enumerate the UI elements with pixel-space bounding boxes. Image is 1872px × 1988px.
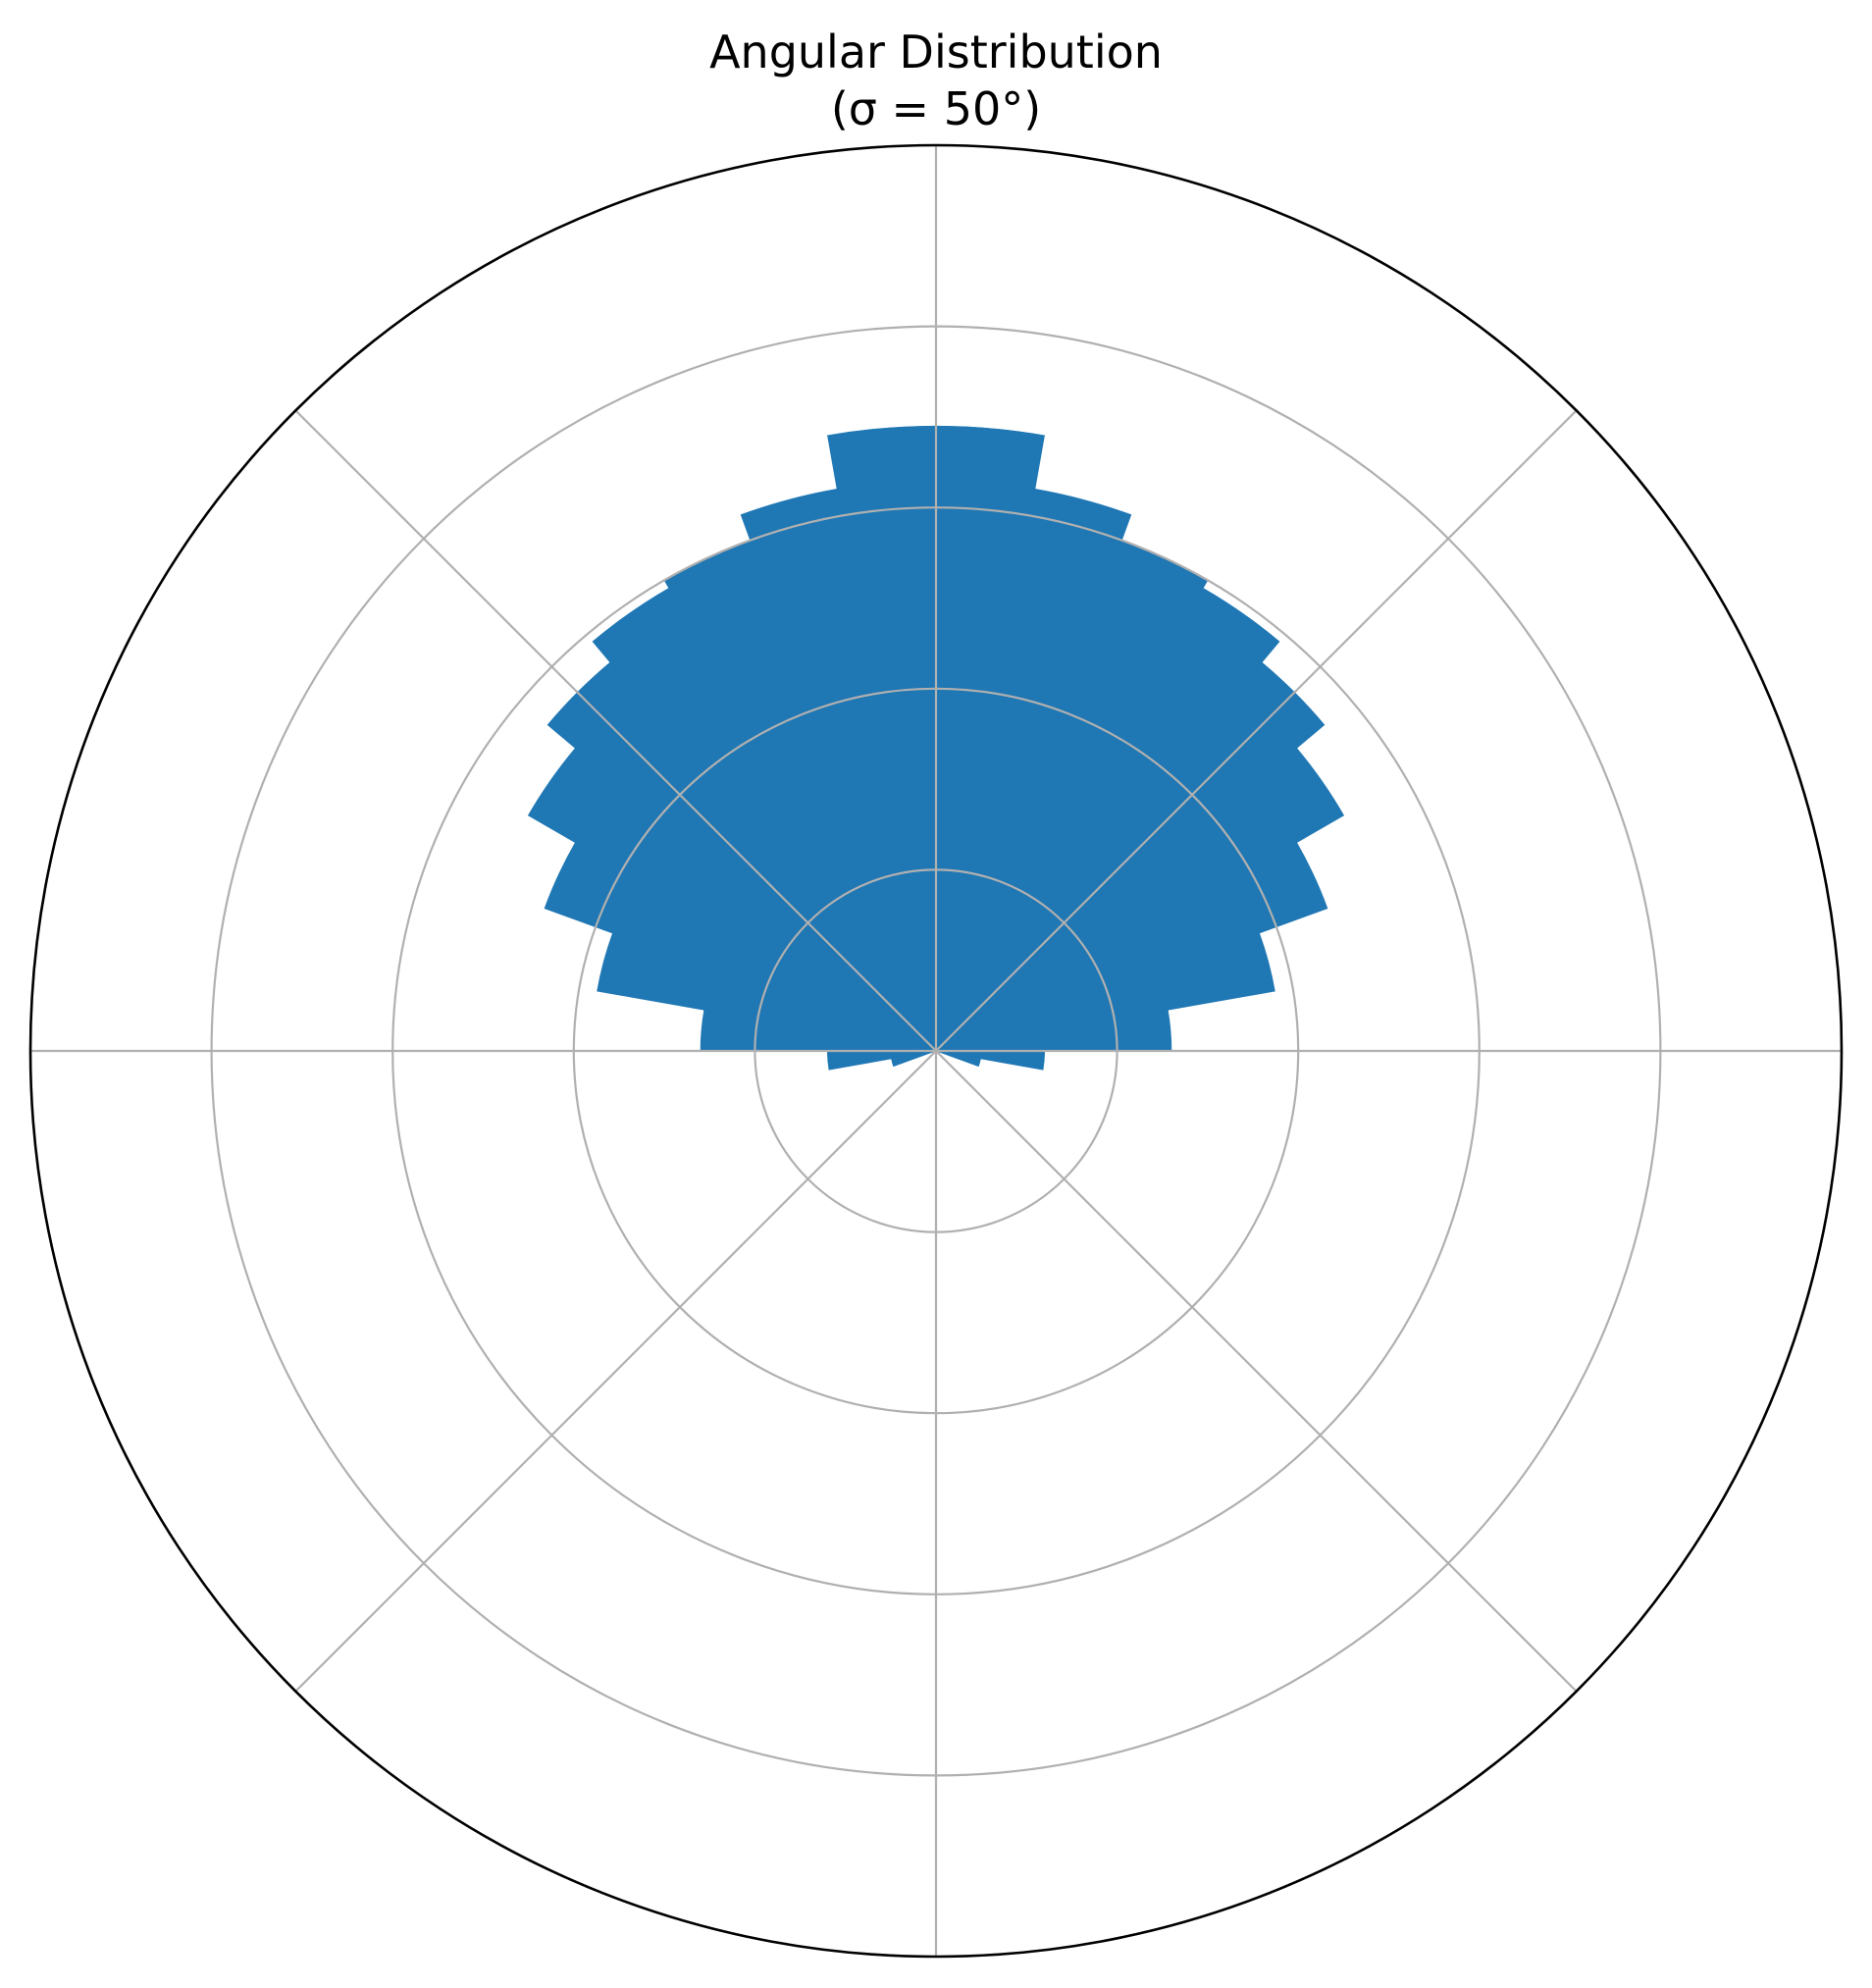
polar-bar [935,1050,981,1068]
polar-bar [935,842,1328,1052]
angular-gridline [294,1050,937,1693]
chart-subtitle: (σ = 50°) [830,82,1042,135]
angular-gridline [294,409,937,1052]
polar-bar [935,587,1280,1052]
chart-title: Angular Distribution [709,26,1163,78]
polar-grid [28,143,1844,1959]
polar-bar [935,748,1345,1052]
polar-bar [935,488,1132,1052]
angular-gridline [935,1050,1578,1693]
angular-gridline [935,409,1578,1052]
polar-bar [935,932,1275,1052]
chart-title-block: Angular Distribution (σ = 50°) [0,24,1872,137]
polar-frame [28,143,1844,1959]
